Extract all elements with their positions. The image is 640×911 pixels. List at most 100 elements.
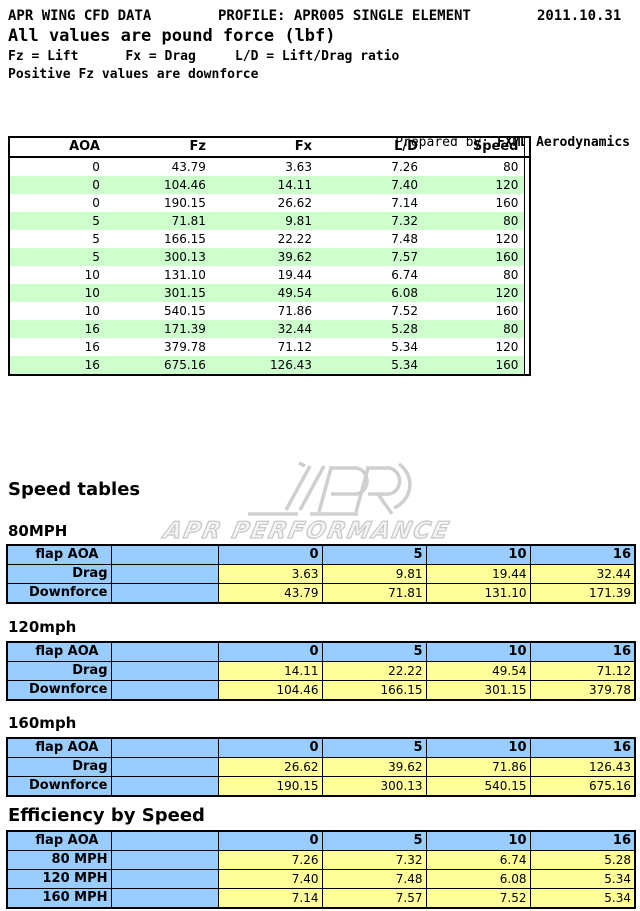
table-row: Drag 3.63 9.81 19.44 32.44 xyxy=(6,564,636,584)
cell: 80 xyxy=(503,268,519,282)
cell: 5.34 xyxy=(529,869,636,889)
blank-cell xyxy=(110,888,219,909)
efficiency-by-speed-table: flap AOA 0 5 10 16 80 MPH 7.26 7.32 6.74… xyxy=(6,830,636,909)
speed-table-160mph: flap AOA 0 5 10 16 Drag 26.62 39.62 71.8… xyxy=(6,737,636,797)
edge-spacer xyxy=(524,338,530,356)
table-row: 80 MPH 7.26 7.32 6.74 5.28 xyxy=(6,850,636,870)
table-80mph-heading: 80MPH xyxy=(8,522,68,540)
cell: 7.48 xyxy=(391,232,418,246)
apr-performance-watermark-logo: APR PERFORMANCE xyxy=(159,461,454,545)
cell: 71.81 xyxy=(105,212,212,230)
edge-spacer xyxy=(524,266,530,284)
cell: 5 xyxy=(9,212,106,230)
cell: 26.62 xyxy=(217,757,323,777)
table-header-row: AOA Fz Fx L/D Speed xyxy=(9,137,530,158)
cell: 5.28 xyxy=(529,850,636,870)
cell: 171.39 xyxy=(529,583,636,604)
cell: 9.81 xyxy=(211,212,318,230)
cell: 3.63 xyxy=(217,564,323,584)
row-label: 160 MPH xyxy=(6,888,112,909)
table-row: Downforce 190.15 300.13 540.15 675.16 xyxy=(6,776,636,797)
column-header-fx: Fx xyxy=(211,137,318,158)
aoa-column-header: 0 xyxy=(217,830,323,851)
blank-header xyxy=(110,641,219,662)
cell: 14.11 xyxy=(217,661,323,681)
table-row: 16 379.78 71.12 5.34 120 xyxy=(9,338,530,356)
cell: 43.79 xyxy=(171,160,206,174)
cell: 5.34 xyxy=(529,888,636,909)
row-label: Downforce xyxy=(6,680,112,701)
cell: 160 xyxy=(495,196,519,210)
cell: 9.81 xyxy=(321,564,427,584)
table-row: 160 MPH 7.14 7.57 7.52 5.34 xyxy=(6,888,636,909)
cell: 5.28 xyxy=(317,320,424,338)
blank-cell xyxy=(110,776,219,797)
speed-tables-heading: Speed tables xyxy=(8,479,141,500)
aoa-column-header: 5 xyxy=(321,737,427,758)
cell: 301.15 xyxy=(105,284,212,302)
cell: 49.54 xyxy=(211,284,318,302)
cell: 120 xyxy=(495,340,519,354)
cell: 6.08 xyxy=(425,869,531,889)
table-row: 10 540.15 71.86 7.52 160 xyxy=(9,302,530,320)
cell: 300.13 xyxy=(321,776,427,797)
column-header-aoa: AOA xyxy=(9,137,106,158)
cell: 7.57 xyxy=(321,888,427,909)
blank-cell xyxy=(110,850,219,870)
cell: 300.13 xyxy=(105,248,212,266)
cell: 32.44 xyxy=(211,320,318,338)
edge-spacer xyxy=(524,284,530,302)
aoa-column-header: 16 xyxy=(529,830,636,851)
title-line: APR WING CFD DATA PROFILE: APR005 SINGLE… xyxy=(0,8,640,24)
cell: 0 xyxy=(92,160,100,174)
blank-cell xyxy=(110,869,219,889)
corner-header: flap AOA xyxy=(6,641,112,662)
cell: 126.43 xyxy=(211,356,318,375)
cell: 379.78 xyxy=(529,680,636,701)
table-row: 5 71.81 9.81 7.32 80 xyxy=(9,212,530,230)
cell: 540.15 xyxy=(163,304,206,318)
cell: 6.08 xyxy=(317,284,424,302)
row-label: Downforce xyxy=(6,583,112,604)
cell: 6.74 xyxy=(391,268,418,282)
cell: 10 xyxy=(9,284,106,302)
cell: 120 xyxy=(423,176,525,194)
aoa-column-header: 5 xyxy=(321,544,427,565)
cell: 0 xyxy=(92,196,100,210)
cell: 6.74 xyxy=(425,850,531,870)
cell: 166.15 xyxy=(163,232,206,246)
cell: 71.86 xyxy=(277,304,312,318)
cell: 7.40 xyxy=(217,869,323,889)
edge-spacer xyxy=(524,320,530,338)
column-header-speed: Speed xyxy=(423,137,525,158)
cell: 160 xyxy=(423,248,525,266)
cell: 14.11 xyxy=(211,176,318,194)
cell: 171.39 xyxy=(105,320,212,338)
cell: 5.34 xyxy=(317,356,424,375)
table-row: Drag 14.11 22.22 49.54 71.12 xyxy=(6,661,636,681)
column-header-ld: L/D xyxy=(317,137,424,158)
cell: 16 xyxy=(84,340,100,354)
corner-header: flap AOA xyxy=(6,544,112,565)
edge-spacer xyxy=(524,230,530,248)
row-label: Drag xyxy=(6,757,112,777)
cell: 7.14 xyxy=(217,888,323,909)
cell: 5.34 xyxy=(391,340,418,354)
cell: 190.15 xyxy=(217,776,323,797)
cell: 7.14 xyxy=(391,196,418,210)
cell: 7.48 xyxy=(321,869,427,889)
cell: 104.46 xyxy=(105,176,212,194)
aoa-column-header: 0 xyxy=(217,544,323,565)
blank-cell xyxy=(110,583,219,604)
blank-header xyxy=(110,830,219,851)
table-row: 5 166.15 22.22 7.48 120 xyxy=(9,230,530,248)
cell: 71.12 xyxy=(529,661,636,681)
cell: 160 xyxy=(423,356,525,375)
cell: 32.44 xyxy=(529,564,636,584)
cell: 22.22 xyxy=(321,661,427,681)
cell: 7.26 xyxy=(391,160,418,174)
cell: 120 xyxy=(495,232,519,246)
speed-table-120mph: flap AOA 0 5 10 16 Drag 14.11 22.22 49.5… xyxy=(6,641,636,701)
table-row: 16 171.39 32.44 5.28 80 xyxy=(9,320,530,338)
row-label: Downforce xyxy=(6,776,112,797)
